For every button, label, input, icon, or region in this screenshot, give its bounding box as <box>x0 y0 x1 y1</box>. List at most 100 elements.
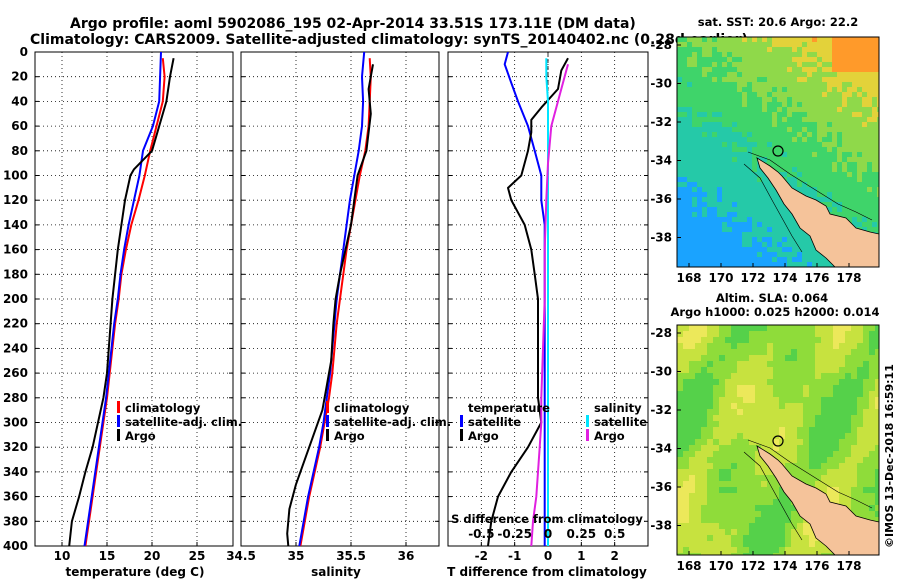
map-cell <box>717 162 723 168</box>
map-cell <box>817 127 823 133</box>
map-cell <box>803 391 810 398</box>
map-cell <box>743 421 750 428</box>
map-cell <box>812 157 818 163</box>
map-cell <box>773 505 780 512</box>
map-cell <box>833 397 840 404</box>
map-cell <box>761 409 768 416</box>
map-cell <box>682 187 688 193</box>
map-cell <box>747 102 753 108</box>
map-cell <box>702 57 708 63</box>
map-cell <box>697 92 703 98</box>
map-cell <box>817 177 823 183</box>
map-cell <box>761 355 768 362</box>
legend-temperature-title: temperature <box>468 401 550 415</box>
depth-tick-label: 160 <box>3 243 28 257</box>
map-cell <box>847 172 853 178</box>
map-cell <box>677 67 683 73</box>
map-cell <box>847 202 853 208</box>
map-cell <box>842 107 848 113</box>
map-cell <box>695 409 702 416</box>
map-cell <box>767 475 774 482</box>
map-cell <box>822 77 828 83</box>
map-cell <box>712 187 718 193</box>
map-cell <box>802 42 808 48</box>
map-cell <box>852 167 858 173</box>
bathymetry-contour <box>743 163 803 253</box>
map-cell <box>851 403 858 410</box>
map-cell <box>743 349 750 356</box>
map-cell <box>732 107 738 113</box>
map-cell <box>827 87 833 93</box>
map-cell <box>839 451 846 458</box>
map-cell <box>773 367 780 374</box>
map-cell <box>742 42 748 48</box>
depth-tick-label: 240 <box>3 341 28 355</box>
map-cell <box>872 137 878 143</box>
map-cell <box>802 147 808 153</box>
map-cell <box>832 187 838 193</box>
map-cell <box>755 511 762 518</box>
map-cell <box>821 343 828 350</box>
map-cell <box>707 415 714 422</box>
map-cell <box>755 547 762 554</box>
map-cell <box>792 217 798 223</box>
map-cell <box>872 97 878 103</box>
map-cell <box>777 42 783 48</box>
map-cell <box>803 397 810 404</box>
map-cell <box>875 391 879 398</box>
map-cell <box>862 202 868 208</box>
map-cell <box>767 87 773 93</box>
map-cell <box>722 247 728 253</box>
map-cell <box>802 67 808 73</box>
map-cell <box>712 37 718 43</box>
map-cell <box>773 553 780 555</box>
map-cell <box>682 42 688 48</box>
map-cell <box>725 451 732 458</box>
map-cell <box>682 82 688 88</box>
map-cell <box>862 42 868 48</box>
depth-tick-label: 300 <box>3 416 28 430</box>
map-cell <box>817 157 823 163</box>
map-cell <box>817 42 823 48</box>
map-cell <box>792 97 798 103</box>
map-cell <box>809 391 816 398</box>
map-cell <box>731 337 738 344</box>
map-cell <box>762 192 768 198</box>
map-cell <box>687 52 693 58</box>
map-cell <box>772 42 778 48</box>
legend-t-argo-label: Argo <box>468 429 499 443</box>
map-cell <box>863 409 870 416</box>
map-cell <box>683 493 690 500</box>
map-cell <box>702 237 708 243</box>
map-cell <box>837 177 843 183</box>
map-cell <box>712 137 718 143</box>
map-cell <box>802 117 808 123</box>
map-cell <box>697 177 703 183</box>
map-cell <box>851 355 858 362</box>
map-cell <box>815 355 822 362</box>
map-cell <box>707 92 713 98</box>
map-cell <box>792 257 798 263</box>
map-cell <box>827 112 833 118</box>
map-cell <box>687 262 693 267</box>
map-cell <box>757 67 763 73</box>
map-cell <box>782 72 788 78</box>
map-cell <box>802 252 808 258</box>
map-cell <box>782 42 788 48</box>
map-cell <box>677 463 684 470</box>
lon-tick-label: 172 <box>740 559 765 573</box>
map-cell <box>827 427 834 434</box>
map-cell <box>752 57 758 63</box>
map-cell <box>743 433 750 440</box>
map-cell <box>787 87 793 93</box>
map-cell <box>767 421 774 428</box>
map-cell <box>812 37 818 43</box>
map-cell <box>822 127 828 133</box>
map-cell <box>867 97 873 103</box>
map-cell <box>837 182 843 188</box>
map-cell <box>752 62 758 68</box>
map-cell <box>707 227 713 233</box>
map-cell <box>777 127 783 133</box>
map-cell <box>683 403 690 410</box>
map-cell <box>695 463 702 470</box>
